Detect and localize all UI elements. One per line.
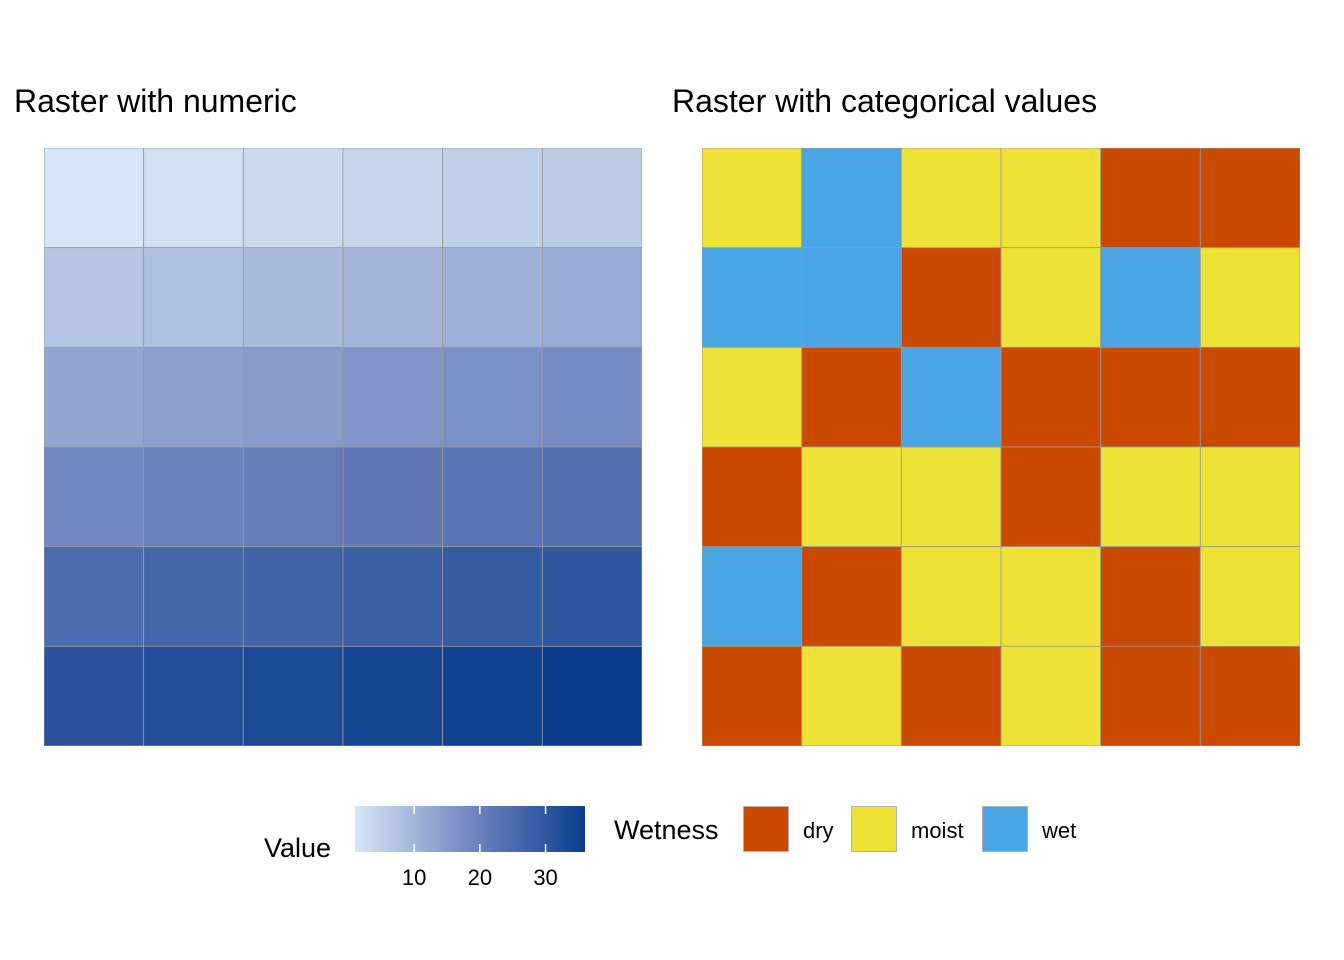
numeric-cell-r1-c2 [143, 148, 244, 249]
numeric-raster-title: Raster with numeric [14, 83, 297, 119]
categorical-cell-r6-c6 [1199, 645, 1300, 746]
categorical-cell-r5-c5 [1100, 546, 1201, 647]
categorical-cell-r5-c3 [900, 546, 1002, 647]
numeric-cell-r2-c2 [143, 247, 244, 348]
categorical-cell-r4-c5 [1100, 446, 1201, 548]
categorical-cell-r6-c3 [900, 645, 1002, 746]
legend-key-moist [851, 806, 897, 852]
categorical-raster-svg [702, 148, 1300, 746]
numeric-cell-r3-c2 [143, 346, 244, 448]
numeric-cell-r4-c6 [541, 446, 642, 548]
categorical-cell-r1-c3 [900, 148, 1002, 249]
categorical-cell-r6-c1 [702, 645, 803, 746]
value-legend-title: Value [264, 833, 332, 863]
categorical-cell-r5-c4 [1000, 546, 1102, 647]
categorical-cell-r6-c2 [801, 645, 902, 746]
categorical-cell-r2-c4 [1000, 247, 1102, 348]
numeric-cell-r3-c4 [342, 346, 444, 448]
legend-label-dry: dry [803, 818, 834, 843]
numeric-cell-r2-c4 [342, 247, 444, 348]
legend-label-moist: moist [911, 818, 964, 843]
legend-key-dry [743, 806, 789, 852]
numeric-raster-svg [44, 148, 642, 746]
categorical-cell-r1-c4 [1000, 148, 1102, 249]
numeric-cell-r2-c6 [541, 247, 642, 348]
numeric-cell-r5-c3 [242, 546, 344, 647]
categorical-cell-r5-c2 [801, 546, 902, 647]
categorical-cell-r4-c6 [1199, 446, 1300, 548]
categorical-cell-r4-c1 [702, 446, 803, 548]
categorical-cell-r1-c6 [1199, 148, 1300, 249]
numeric-cell-r6-c3 [242, 645, 344, 746]
colorbar-tick-label-10: 10 [401, 865, 427, 890]
categorical-cell-r3-c4 [1000, 346, 1102, 448]
colorbar-tick-label-30: 30 [533, 865, 558, 890]
value-colorbar [355, 806, 585, 852]
categorical-cell-r4-c3 [900, 446, 1002, 548]
categorical-cell-r6-c4 [1000, 645, 1102, 746]
legend-key-wet [982, 806, 1028, 852]
categorical-cell-r6-c5 [1100, 645, 1201, 746]
categorical-cell-r2-c3 [900, 247, 1002, 348]
numeric-cell-r6-c2 [143, 645, 244, 746]
categorical-raster [702, 148, 1300, 746]
numeric-cell-r1-c4 [342, 148, 444, 249]
numeric-cell-r4-c3 [242, 446, 344, 548]
categorical-cell-r1-c1 [702, 148, 803, 249]
categorical-cell-r2-c2 [801, 247, 902, 348]
numeric-cell-r4-c1 [44, 446, 145, 548]
numeric-cell-r5-c5 [442, 546, 543, 647]
value-colorbar-fill [355, 806, 585, 852]
numeric-cell-r1-c1 [44, 148, 145, 249]
value-colorbar-svg [355, 806, 585, 852]
numeric-cell-r5-c2 [143, 546, 244, 647]
numeric-cell-r6-c5 [442, 645, 543, 746]
wetness-legend-title: Wetness [614, 815, 719, 845]
numeric-cell-r2-c1 [44, 247, 145, 348]
categorical-cell-r2-c5 [1100, 247, 1201, 348]
numeric-cell-r4-c2 [143, 446, 244, 548]
legend-label-wet: wet [1042, 818, 1077, 843]
numeric-cell-r5-c1 [44, 546, 145, 647]
numeric-cell-r1-c6 [541, 148, 642, 249]
categorical-cell-r2-c6 [1199, 247, 1300, 348]
categorical-raster-title: Raster with categorical values [672, 83, 1098, 119]
numeric-cell-r2-c3 [242, 247, 344, 348]
numeric-cell-r6-c1 [44, 645, 145, 746]
numeric-cell-r6-c4 [342, 645, 444, 746]
colorbar-tick-label-20: 20 [467, 865, 493, 890]
categorical-cell-r3-c5 [1100, 346, 1201, 448]
categorical-cell-r4-c4 [1000, 446, 1102, 548]
categorical-cell-r2-c1 [702, 247, 803, 348]
numeric-cell-r1-c5 [442, 148, 543, 249]
categorical-cell-r3-c6 [1199, 346, 1300, 448]
categorical-cell-r4-c2 [801, 446, 902, 548]
categorical-cell-r5-c6 [1199, 546, 1300, 647]
numeric-cell-r6-c6 [541, 645, 642, 746]
numeric-cell-r4-c5 [442, 446, 543, 548]
numeric-cell-r2-c5 [442, 247, 543, 348]
numeric-cell-r3-c6 [541, 346, 642, 448]
numeric-cell-r5-c6 [541, 546, 642, 647]
categorical-cell-r3-c2 [801, 346, 902, 448]
categorical-cell-r1-c2 [801, 148, 902, 249]
categorical-cell-r5-c1 [702, 546, 803, 647]
numeric-cell-r3-c5 [442, 346, 543, 448]
categorical-cell-r3-c3 [900, 346, 1002, 448]
numeric-raster [44, 148, 642, 746]
numeric-cell-r3-c3 [242, 346, 344, 448]
numeric-cell-r5-c4 [342, 546, 444, 647]
categorical-cell-r3-c1 [702, 346, 803, 448]
numeric-cell-r4-c4 [342, 446, 444, 548]
categorical-cell-r1-c5 [1100, 148, 1201, 249]
numeric-cell-r1-c3 [242, 148, 344, 249]
numeric-cell-r3-c1 [44, 346, 145, 448]
